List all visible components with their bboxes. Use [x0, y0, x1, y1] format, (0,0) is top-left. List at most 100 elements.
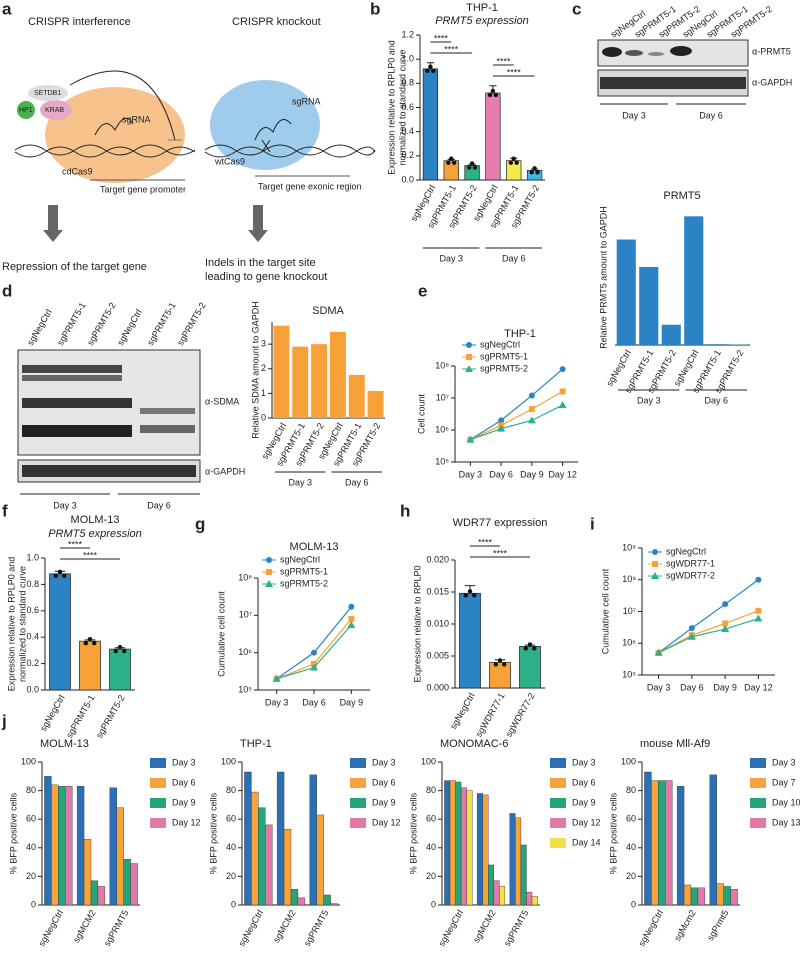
- bar: [488, 864, 494, 906]
- legend-label: sgNegCtrl: [480, 339, 520, 349]
- band: [140, 408, 195, 414]
- lane-label: sgNegCtrl: [25, 308, 54, 348]
- significance-label: ****: [507, 67, 522, 77]
- band: [648, 52, 664, 56]
- dna: [14, 146, 196, 158]
- x-tick-label: Day 9: [340, 697, 364, 707]
- group-label: Day 3: [637, 395, 661, 405]
- replicate-dot: [493, 662, 498, 667]
- y-tick-label: 100: [421, 756, 436, 766]
- replicate-dot: [487, 92, 493, 98]
- series-line: [658, 610, 759, 654]
- bar: [482, 794, 489, 906]
- diagram-label: Target gene exonic region: [258, 181, 362, 191]
- diagram-label: SETDB1: [34, 90, 61, 97]
- y-tick-label: 0: [231, 899, 236, 909]
- x-tick-label: Day 9: [713, 682, 737, 692]
- legend-label: sgPRMT5-1: [280, 566, 328, 576]
- y-tick-label: 60: [626, 814, 636, 824]
- replicate-dot: [472, 165, 478, 170]
- bar: [684, 216, 704, 345]
- y-tick-label: 3: [261, 339, 266, 349]
- replicate-dot: [61, 573, 67, 579]
- legend-swatch: [150, 758, 166, 768]
- x-tick-label: sgNegCtrl: [36, 908, 65, 948]
- bar: [519, 646, 541, 689]
- y-tick-label: 0.0: [401, 174, 414, 184]
- y-tick-label: 0: [431, 899, 436, 909]
- bar: [651, 780, 659, 906]
- y-tick-label: 40: [226, 842, 236, 852]
- significance-label: ****: [434, 33, 449, 43]
- arrow: [43, 205, 63, 242]
- bar: [348, 374, 365, 418]
- y-tick-label: 0.4: [26, 632, 39, 642]
- dna: [204, 144, 376, 156]
- legend-label: Day 3: [172, 757, 196, 767]
- y-axis-label: Relative SDMA amount to GAPDH: [250, 301, 260, 439]
- y-tick-label: 20: [26, 871, 36, 881]
- group-label: Day 6: [699, 110, 723, 120]
- bar: [329, 331, 346, 418]
- group-label: Day 3: [439, 253, 463, 263]
- replicate-dot: [57, 569, 63, 575]
- y-tick-label: 20: [226, 871, 236, 881]
- y-tick-label: 80: [26, 785, 36, 795]
- setdb1-shape: [28, 85, 68, 101]
- bar: [76, 786, 85, 906]
- replicate-dot: [502, 662, 507, 667]
- panel-label: d: [2, 281, 12, 300]
- bar: [466, 790, 473, 906]
- panel-label: c: [572, 0, 581, 18]
- legend-label: sgNegCtrl: [666, 546, 706, 556]
- y-tick-label: 40: [426, 842, 436, 852]
- x-tick-label: sgNegCtrl: [38, 693, 67, 733]
- replicate-dot: [535, 170, 540, 175]
- y-axis-label: Cumulative cell count: [216, 591, 226, 677]
- replicate-dot: [514, 160, 519, 165]
- replicate-dot: [122, 648, 127, 654]
- legend-label: Day 9: [372, 797, 396, 807]
- x-tick-label: sgPrmt5: [705, 908, 730, 942]
- chart-title: MOLM-13: [40, 738, 89, 750]
- bar: [499, 886, 506, 906]
- y-tick-label: 0: [631, 899, 636, 909]
- legend-swatch: [750, 798, 766, 808]
- chart-title: mouse Mll-Af9: [640, 738, 710, 750]
- y-axis-label: % BFP positive cells: [408, 792, 418, 874]
- bar: [460, 787, 467, 906]
- legend-marker: [652, 561, 658, 567]
- diagram-title: CRISPR interference: [28, 16, 131, 28]
- x-tick-label: sgNegCtrl: [636, 908, 665, 948]
- legend-marker: [466, 342, 472, 348]
- series-line: [658, 617, 759, 654]
- diagram-label: cdCas9: [62, 166, 93, 176]
- y-tick-label: 10⁷: [623, 606, 636, 616]
- x-tick-label: Day 6: [302, 697, 326, 707]
- y-tick-label: 20: [626, 871, 636, 881]
- chart-subtitle: PRMT5 expression: [48, 528, 142, 540]
- band: [22, 375, 122, 381]
- bar: [265, 824, 273, 906]
- legend-label: Day 6: [172, 777, 196, 787]
- legend-swatch: [150, 798, 166, 808]
- diagram-label: KRAB: [45, 107, 64, 114]
- x-tick-label: Day 12: [744, 682, 773, 692]
- chart-title: THP-1: [466, 2, 498, 14]
- y-tick-label: 0.2: [26, 658, 39, 668]
- bar: [449, 780, 456, 906]
- replicate-dot: [431, 68, 436, 74]
- y-tick-label: 1.2: [401, 29, 414, 39]
- band: [600, 77, 746, 89]
- x-tick-label: sgWDR77-1: [474, 691, 507, 738]
- x-tick-label: sgMCM2: [471, 908, 498, 944]
- chart-title: WDR77 expression: [453, 517, 548, 529]
- band: [22, 425, 132, 437]
- panel-label: g: [195, 514, 205, 533]
- bar: [730, 889, 738, 906]
- x-tick-label: sgPRMT5: [502, 908, 531, 948]
- x-tick-label: sgWDR77-2: [504, 691, 537, 738]
- replicate-dot: [532, 166, 537, 171]
- bar: [311, 344, 328, 418]
- panel-label: e: [418, 281, 427, 300]
